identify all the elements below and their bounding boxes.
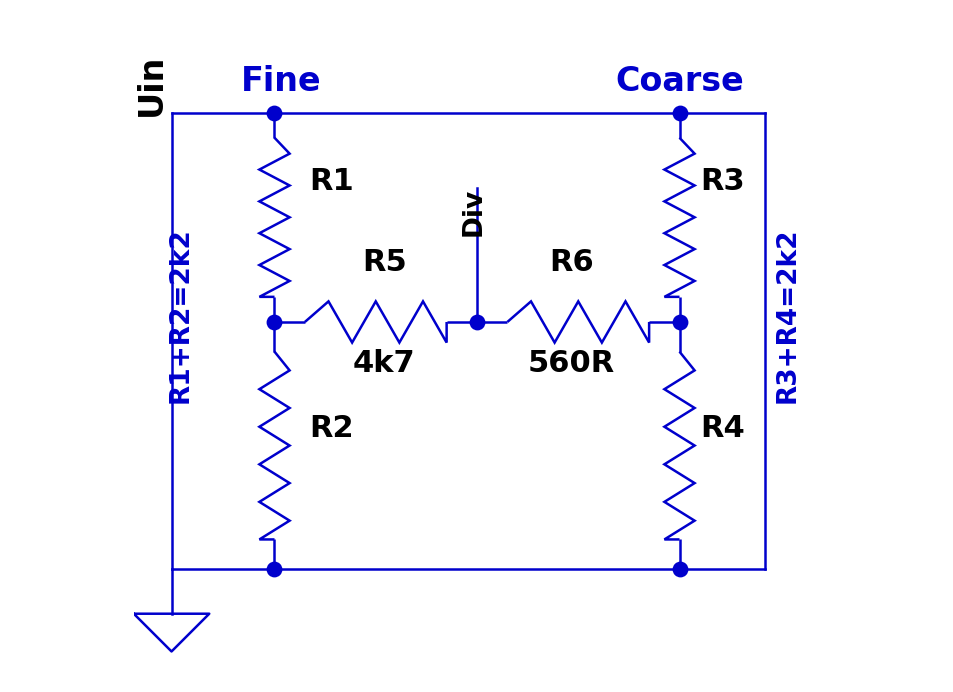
Text: R3: R3 <box>700 167 744 196</box>
Text: 560R: 560R <box>528 349 615 379</box>
Text: Coarse: Coarse <box>615 65 743 98</box>
Text: Fine: Fine <box>241 65 321 98</box>
Text: R1+R2=2k2: R1+R2=2k2 <box>168 227 193 403</box>
Text: Uin: Uin <box>134 54 168 116</box>
Text: R3+R4=2k2: R3+R4=2k2 <box>774 228 800 403</box>
Point <box>267 107 282 118</box>
Point <box>267 563 282 574</box>
Text: R6: R6 <box>549 248 594 277</box>
Text: 4k7: 4k7 <box>353 349 416 379</box>
Text: R5: R5 <box>361 248 406 277</box>
Point <box>671 563 686 574</box>
Point <box>671 316 686 327</box>
Point <box>469 316 484 327</box>
Point <box>267 316 282 327</box>
Text: R4: R4 <box>700 414 744 443</box>
Text: R1: R1 <box>309 167 354 196</box>
Text: R2: R2 <box>309 414 353 443</box>
Point <box>671 107 686 118</box>
Text: Div: Div <box>460 188 486 236</box>
